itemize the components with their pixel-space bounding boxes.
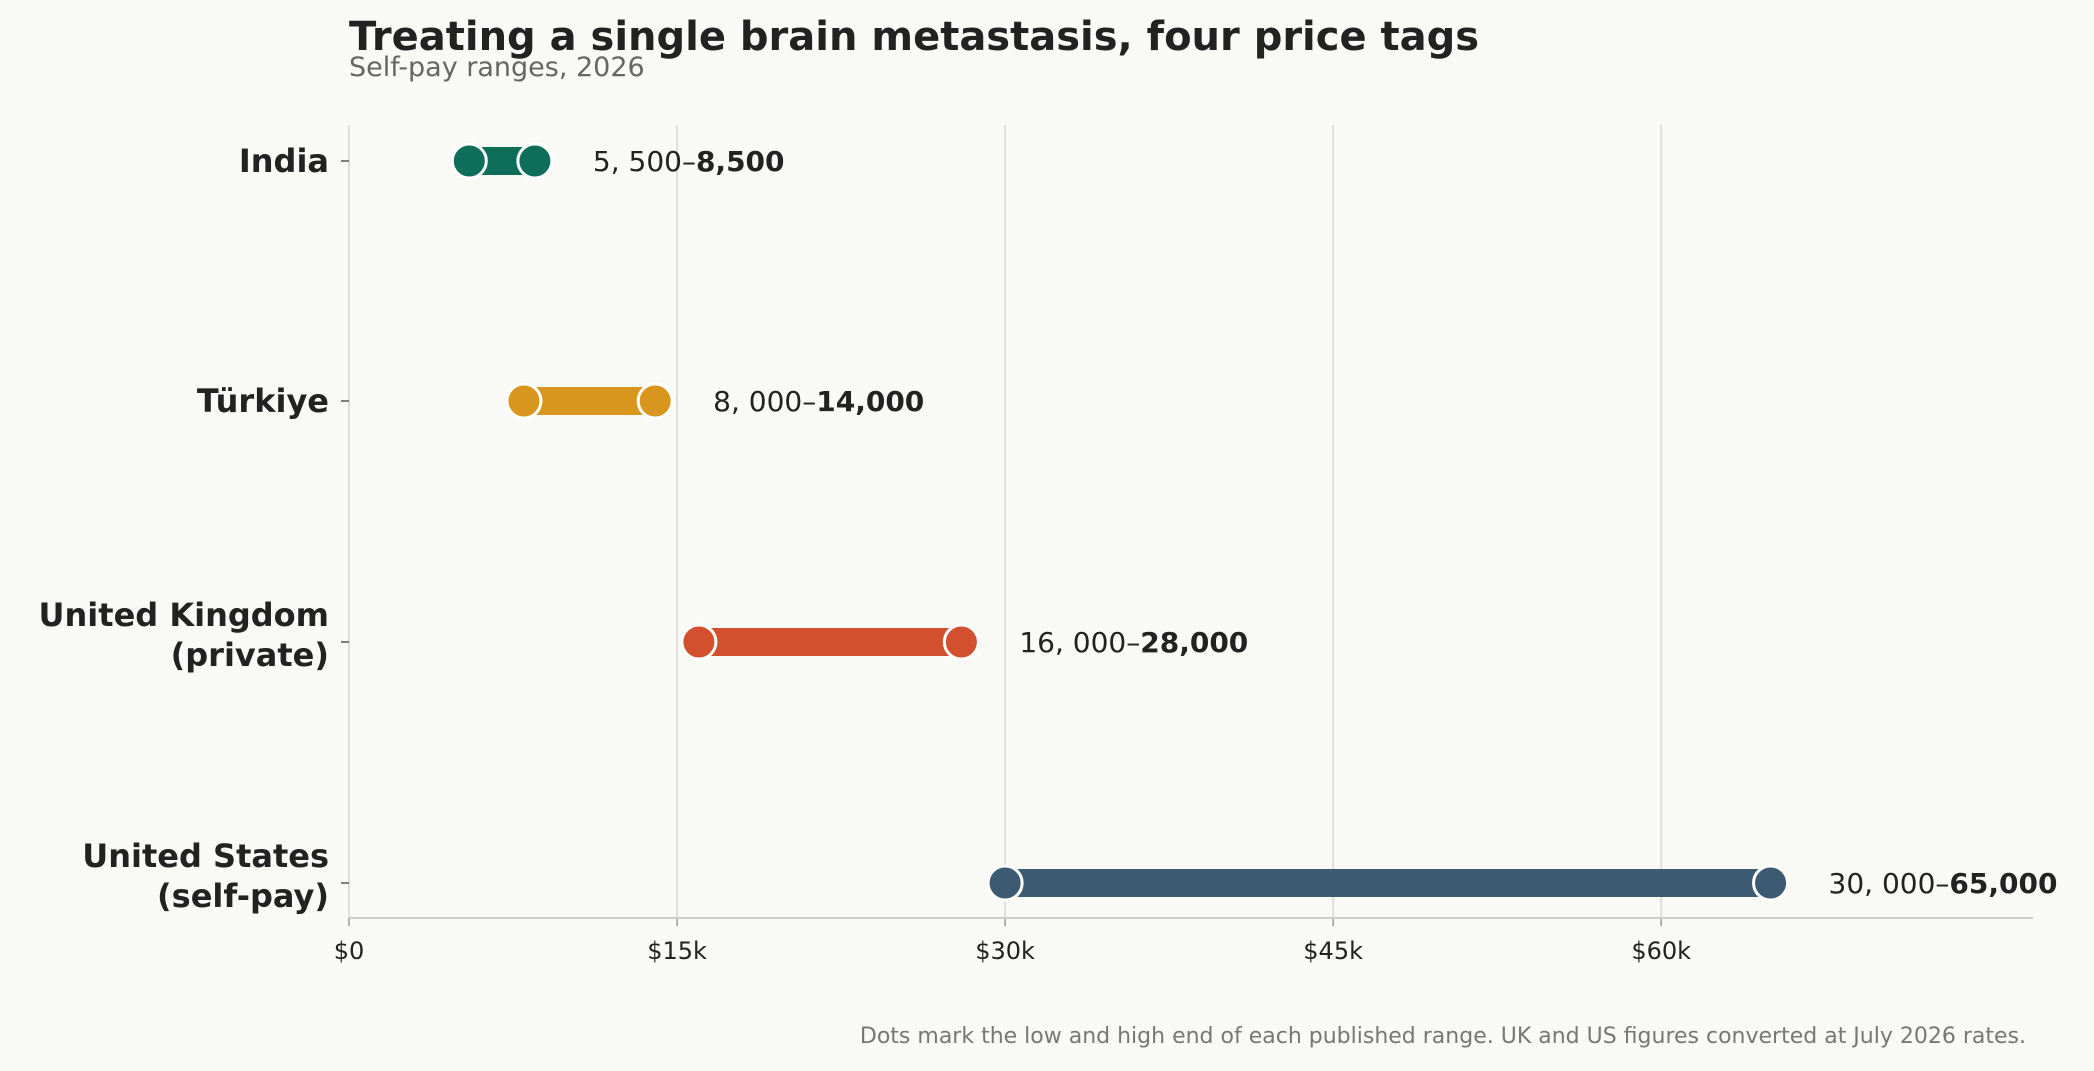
value-label-low: 5, 500– — [593, 145, 696, 178]
value-label: 8, 000–14,000 — [713, 385, 924, 418]
footnote: Dots mark the low and high end of each p… — [859, 1024, 2026, 1049]
value-label-high: 65,000 — [1949, 867, 2057, 900]
value-label-low: 8, 000– — [713, 385, 816, 418]
value-label-low: 30, 000– — [1829, 867, 1950, 900]
high-point — [942, 623, 980, 661]
high-point — [636, 382, 674, 420]
labels: $0 $15k $30k $45k $60k India 5, 500–8,500 Türki… — [39, 142, 2058, 965]
x-tick-label: $15k — [647, 937, 707, 965]
low-point — [450, 142, 488, 180]
low-point — [505, 382, 543, 420]
category-label: India — [239, 142, 329, 180]
x-tick-label: $60k — [1631, 937, 1691, 965]
low-point — [986, 864, 1024, 902]
x-tick-label: $45k — [1303, 937, 1363, 965]
data-marks — [450, 142, 1790, 902]
axes — [341, 160, 2033, 926]
value-label-high: 14,000 — [816, 385, 924, 418]
category-label: United Kingdom — [39, 596, 329, 634]
category-label: (self-pay) — [157, 877, 329, 915]
grid-lines — [348, 125, 1663, 918]
chart-title: Treating a single brain metastasis, four… — [349, 14, 1480, 60]
high-point — [1752, 864, 1790, 902]
value-label: 30, 000–65,000 — [1829, 867, 2058, 900]
chart-subtitle: Self-pay ranges, 2026 — [349, 52, 645, 83]
value-label-high: 8,500 — [696, 145, 785, 178]
value-label-high: 28,000 — [1140, 626, 1248, 659]
value-label: 16, 000–28,000 — [1019, 626, 1248, 659]
category-label: Türkiye — [197, 382, 329, 420]
x-tick-label: $0 — [334, 937, 365, 965]
value-label-low: 16, 000– — [1019, 626, 1140, 659]
high-point — [516, 142, 554, 180]
low-point — [680, 623, 718, 661]
category-label: (private) — [171, 636, 329, 674]
x-tick-label: $30k — [975, 937, 1035, 965]
category-label: United States — [82, 837, 329, 875]
value-label: 5, 500–8,500 — [593, 145, 785, 178]
